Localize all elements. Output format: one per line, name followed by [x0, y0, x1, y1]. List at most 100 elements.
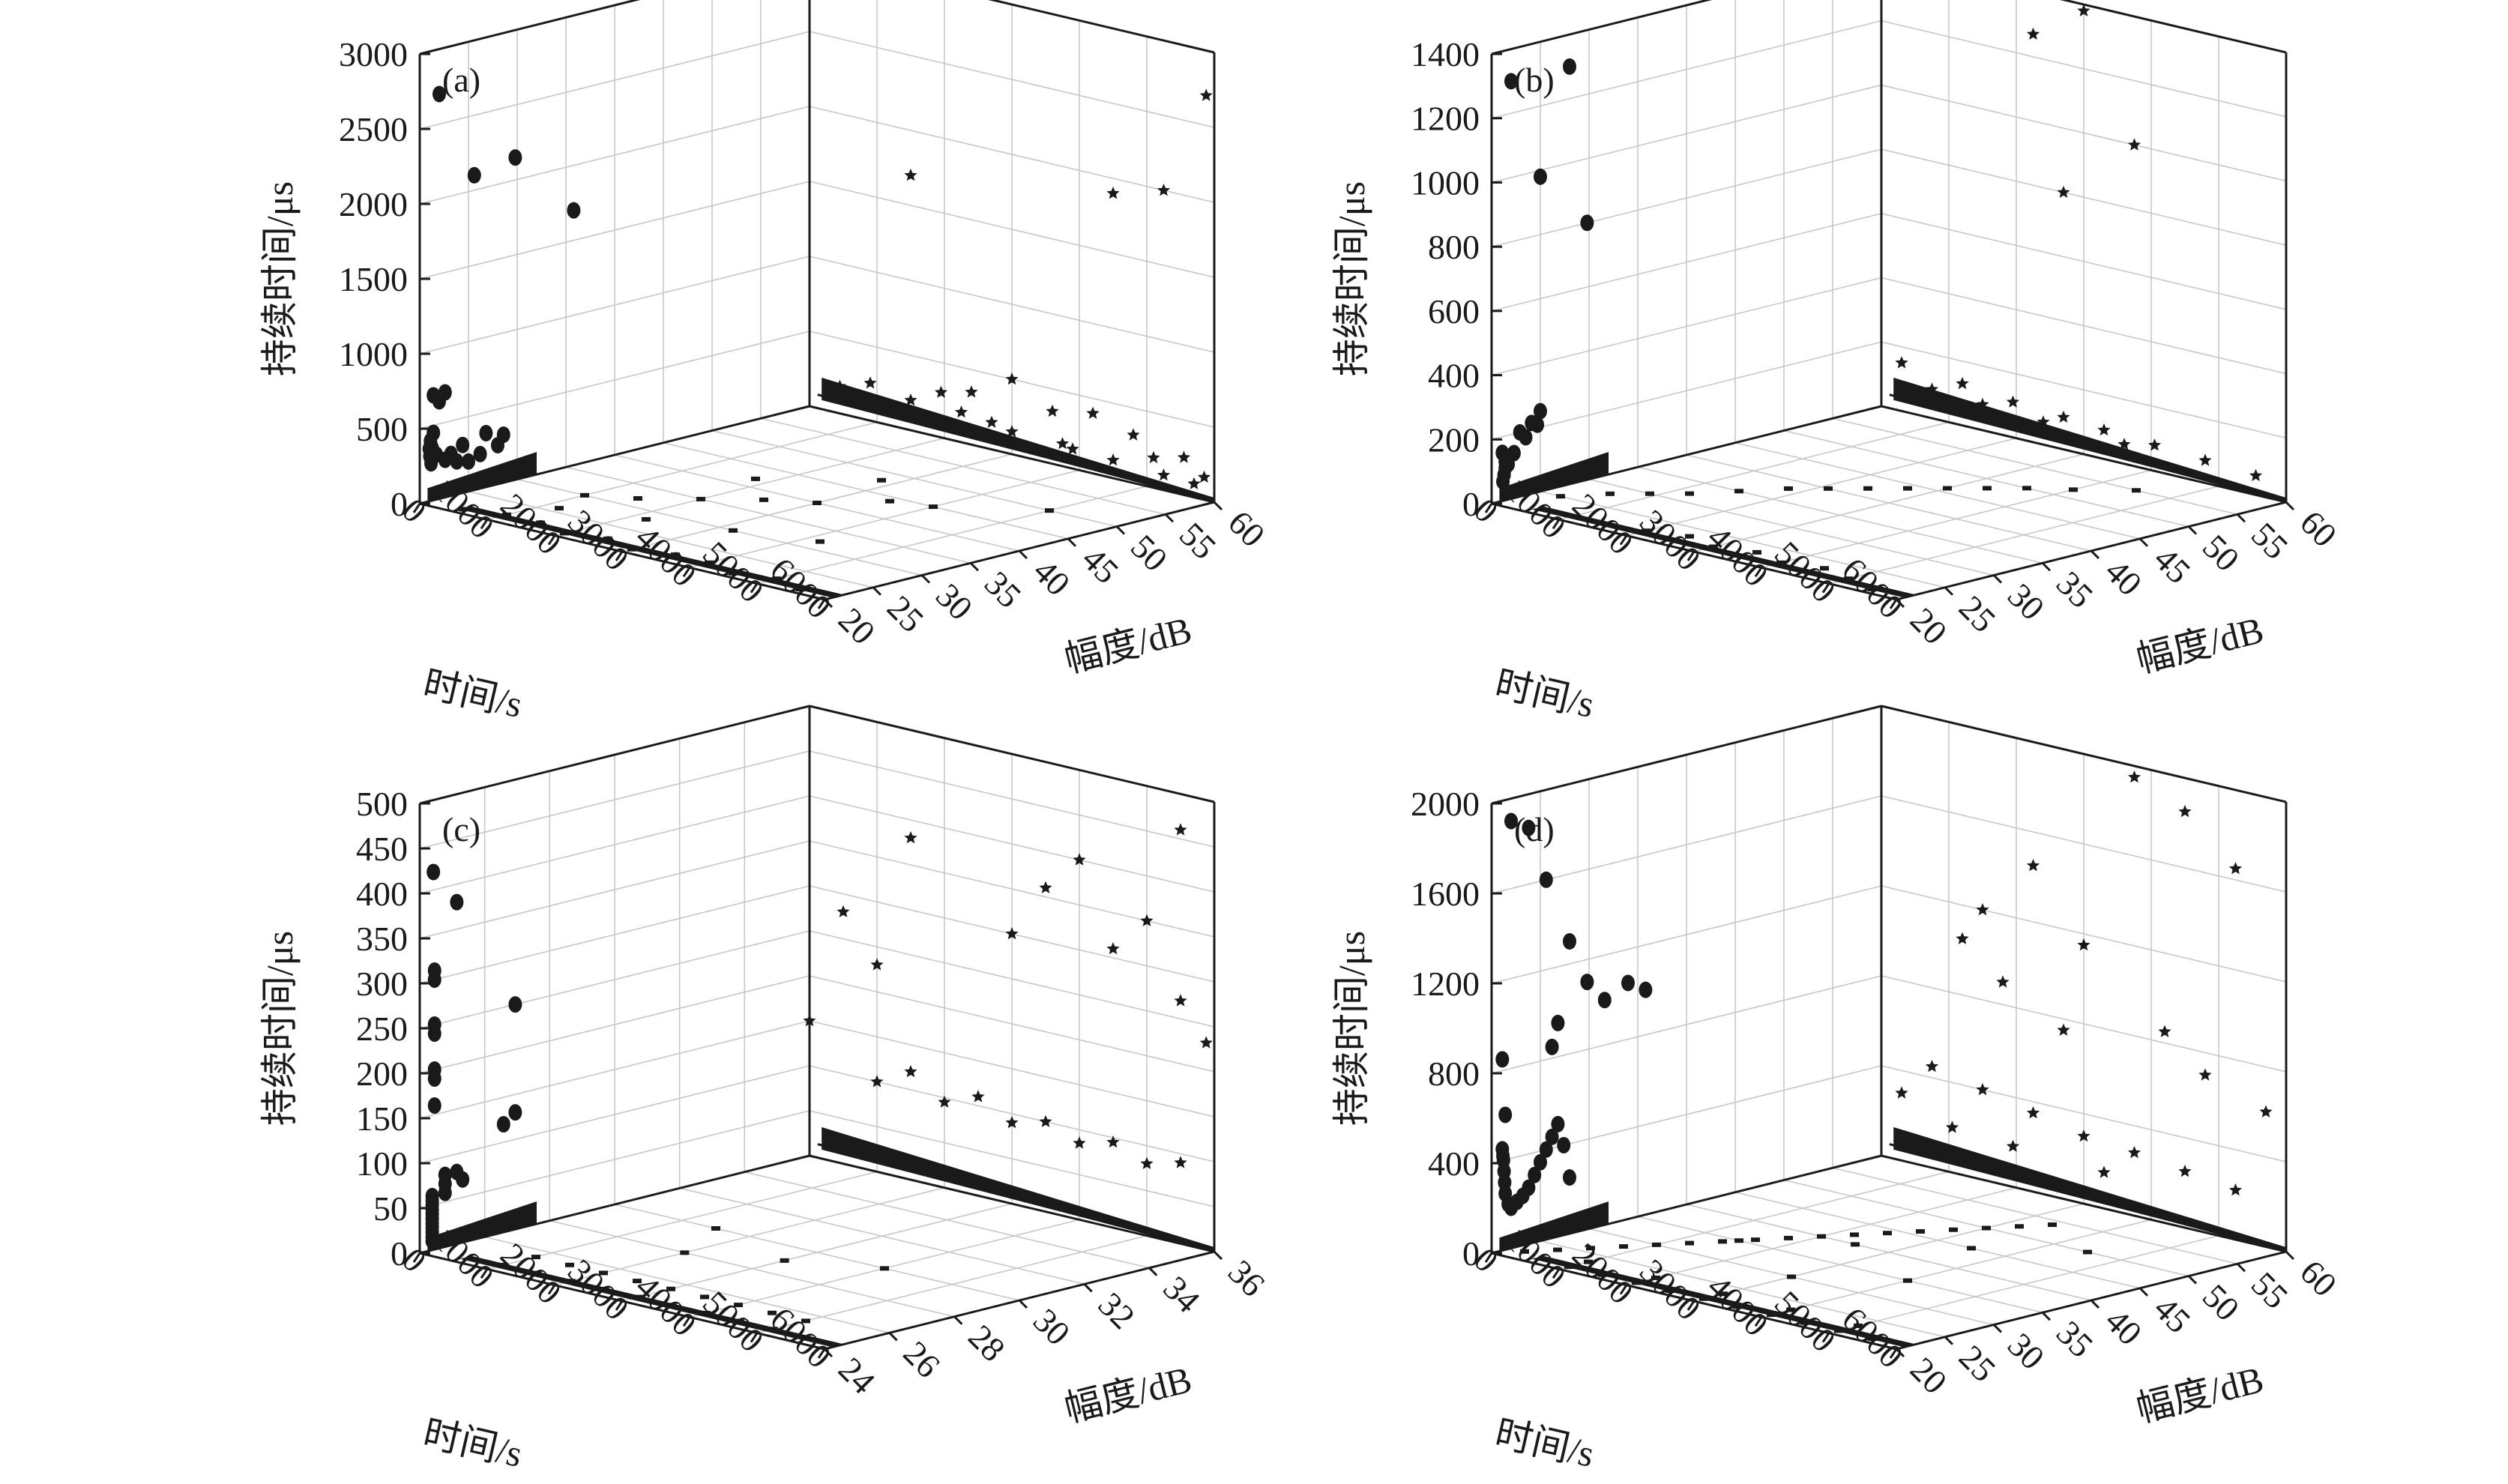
- floor-point: [734, 1303, 743, 1308]
- y-tick: [2090, 549, 2100, 560]
- floor-point: [1719, 1291, 1728, 1297]
- floor-point: [1553, 1247, 1562, 1252]
- y-tick-label: 30: [2001, 576, 2052, 628]
- circle-point: [1534, 1153, 1547, 1171]
- floor-point: [729, 570, 738, 576]
- floor-point: [1868, 587, 1877, 592]
- floor-point: [2069, 487, 2078, 492]
- z-tick-label: 2500: [339, 110, 408, 148]
- y-tick-label: 35: [977, 564, 1029, 615]
- floor-band: [459, 1255, 844, 1348]
- circle-point: [1563, 1169, 1576, 1186]
- y-tick-label: 30: [1026, 1301, 1078, 1353]
- star-band-fill: [1893, 1126, 2286, 1252]
- circle-band: [427, 1201, 537, 1252]
- circle-point: [1522, 1179, 1536, 1196]
- star-band-fill: [822, 377, 1214, 502]
- floor-point: [735, 1318, 744, 1324]
- star-point: [1925, 1060, 1939, 1073]
- x-tick: [412, 503, 421, 513]
- x-tick: [1686, 1300, 1695, 1311]
- floor-point: [1586, 1246, 1595, 1251]
- star-point: [1895, 356, 1908, 369]
- grid-line: [484, 1236, 890, 1334]
- z-tick-label: 100: [356, 1144, 408, 1183]
- floor-point: [1045, 508, 1054, 513]
- floor-point: [1851, 1242, 1860, 1247]
- star-point: [1106, 453, 1120, 466]
- x-tick: [817, 1348, 826, 1359]
- circle-point: [496, 1116, 510, 1133]
- floor-point: [1556, 494, 1565, 499]
- y-tick: [1944, 1336, 1954, 1345]
- floor-point: [599, 1270, 608, 1276]
- floor-point: [696, 496, 705, 501]
- floor-point: [1800, 1320, 1809, 1325]
- circle-point: [1539, 871, 1553, 888]
- star-point: [1157, 468, 1171, 481]
- circle-point: [1539, 1141, 1553, 1158]
- floor-point: [1619, 1244, 1628, 1249]
- circle-point: [1545, 1038, 1559, 1055]
- floor-point: [1863, 486, 1872, 491]
- floor-point: [580, 492, 589, 498]
- y-tick: [1164, 513, 1175, 523]
- floor-point: [1868, 1336, 1877, 1342]
- star-point: [2158, 1025, 2171, 1037]
- y-tick: [888, 1332, 898, 1342]
- axis-frame: [1491, 0, 1713, 55]
- circle-point: [1545, 1128, 1559, 1145]
- circle-point: [1639, 981, 1653, 998]
- floor-point: [768, 1310, 777, 1315]
- star-point: [1157, 184, 1171, 196]
- z-tick-label: 400: [1428, 1144, 1480, 1183]
- floor-point: [1916, 1228, 1925, 1234]
- floor-point: [633, 496, 642, 501]
- floor-point: [1734, 1238, 1743, 1243]
- floor-point: [929, 504, 938, 510]
- star-band-fill: [822, 1126, 1214, 1252]
- floor-point: [700, 1294, 709, 1300]
- z-tick-label: 400: [356, 875, 408, 913]
- y-tick: [1213, 501, 1223, 511]
- y-tick-label: 28: [961, 1318, 1013, 1369]
- floor-point: [1652, 1242, 1661, 1247]
- y-tick: [2285, 1250, 2295, 1261]
- floor-point: [1824, 486, 1833, 491]
- star-point: [954, 405, 968, 418]
- x-tick: [750, 1332, 759, 1343]
- z-tick-label: 300: [356, 965, 408, 1003]
- y-tick-label: 40: [1026, 552, 1078, 603]
- star-point: [2127, 770, 2141, 783]
- circle-point: [473, 445, 487, 462]
- circle-band: [1499, 1201, 1609, 1252]
- star-point: [1140, 914, 1154, 926]
- axis-frame: [809, 705, 1215, 803]
- circle-point: [432, 85, 446, 103]
- y-tick: [1992, 574, 2003, 584]
- floor-point: [880, 1266, 889, 1271]
- floor-point: [885, 498, 894, 504]
- y-tick: [2236, 513, 2246, 523]
- floor-point: [711, 1226, 720, 1231]
- z-tick-label: 350: [356, 920, 408, 958]
- floor-point: [1903, 486, 1912, 491]
- star-point: [2057, 185, 2070, 198]
- circle-point: [432, 393, 446, 410]
- floor-point: [1598, 1272, 1607, 1277]
- z-tick-label: 600: [1428, 292, 1480, 331]
- y-tick: [823, 1348, 834, 1358]
- floor-point: [531, 1255, 540, 1260]
- star-point: [1073, 853, 1086, 866]
- y-tick: [920, 574, 931, 584]
- floor-point: [459, 507, 468, 512]
- star-point: [2127, 1146, 2141, 1159]
- floor-point: [1784, 486, 1793, 491]
- star-point: [2026, 1106, 2040, 1119]
- floor-point: [1734, 489, 1743, 494]
- y-tick-label: 40: [2098, 552, 2150, 603]
- floor-point: [633, 1279, 642, 1284]
- floor-point: [1776, 560, 1785, 565]
- floor-point: [560, 531, 569, 536]
- star-point: [1956, 932, 1969, 944]
